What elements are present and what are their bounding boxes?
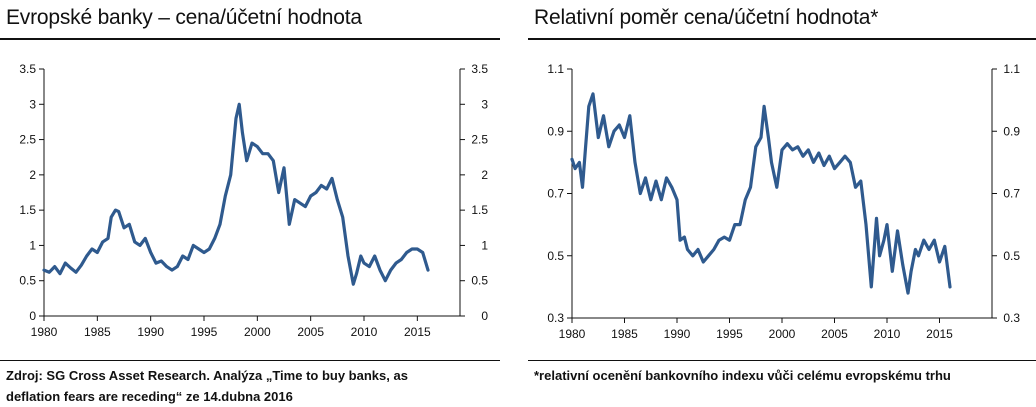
right-title-rule [528, 38, 1036, 40]
y-tick-label-left: 0.9 [547, 124, 564, 138]
y-tick-label-left: 3 [29, 97, 36, 111]
left-chart-plot: 0 0 0.5 0.5 1 1 1.5 1.5 2 2 2.5 2.5 3 3 3.5 3.5 1980 1985… [19, 62, 488, 339]
x-tick-label: 1995 [716, 327, 743, 341]
right-footnote: *relativní ocenění bankovního indexu vůč… [534, 365, 951, 386]
right-footnote-line1: *relativní ocenění bankovního indexu vůč… [534, 368, 951, 383]
y-tick-label-left: 2.5 [19, 133, 36, 147]
x-tick-label: 2005 [297, 325, 324, 339]
right-chart-title: Relativní poměr cena/účetní hodnota* [534, 6, 879, 29]
x-tick-label: 1985 [611, 327, 638, 341]
series-line [42, 102, 430, 286]
y-tick-label-right: 2.5 [471, 133, 488, 147]
y-tick-label-right: 0.7 [1003, 187, 1020, 201]
x-tick-label: 2010 [351, 325, 378, 339]
left-chart: 0 0 0.5 0.5 1 1 1.5 1.5 2 2 2.5 2.5 3 3 3.5 3.5 1980 1985… [19, 62, 488, 339]
x-tick-label: 1980 [31, 325, 58, 339]
x-tick-label: 1990 [664, 327, 691, 341]
y-tick-label-right: 0 [481, 309, 488, 323]
y-tick-label-left: 1.1 [547, 62, 564, 76]
y-tick-label-left: 2 [29, 168, 36, 182]
right-chart-plot: 0.3 0.3 0.5 0.5 0.7 0.7 0.9 0.9 1.1 1.1 1980 1985 19… [547, 62, 1020, 341]
x-tick-label: 1995 [191, 325, 218, 339]
y-tick-label-left: 0.5 [547, 249, 564, 263]
y-tick-label-left: 3.5 [19, 62, 36, 76]
x-tick-label: 2005 [821, 327, 848, 341]
left-source-note: Zdroj: SG Cross Asset Research. Analýza … [6, 365, 408, 407]
x-tick-label: 2000 [769, 327, 796, 341]
y-tick-label-right: 1 [481, 238, 488, 252]
y-tick-label-left: 1 [29, 238, 36, 252]
y-tick-label-left: 0.3 [547, 311, 564, 325]
left-source-line1: Zdroj: SG Cross Asset Research. Analýza … [6, 368, 408, 383]
left-title-rule [0, 38, 500, 40]
left-source-line2: deflation fears are receding“ ze 14.dubn… [6, 389, 293, 404]
y-tick-label-right: 0.5 [471, 274, 488, 288]
y-tick-label-right: 1.1 [1003, 62, 1020, 76]
right-chart: 0.3 0.3 0.5 0.5 0.7 0.7 0.9 0.9 1.1 1.1 1980 1985 19… [547, 62, 1020, 341]
right-footnote-rule [528, 360, 1036, 361]
y-tick-label-right: 1.5 [471, 203, 488, 217]
x-tick-label: 2015 [404, 325, 431, 339]
left-chart-title: Evropské banky – cena/účetní hodnota [6, 6, 362, 29]
x-tick-label: 1985 [84, 325, 111, 339]
y-tick-label-left: 0.5 [19, 274, 36, 288]
y-tick-label-right: 0.9 [1003, 124, 1020, 138]
y-tick-label-right: 2 [481, 168, 488, 182]
x-tick-label: 1990 [137, 325, 164, 339]
y-tick-label-right: 3 [481, 97, 488, 111]
y-tick-label-left: 1.5 [19, 203, 36, 217]
left-source-rule [0, 360, 500, 361]
x-tick-label: 2010 [874, 327, 901, 341]
y-tick-label-right: 0.3 [1003, 311, 1020, 325]
y-tick-label-right: 0.5 [1003, 249, 1020, 263]
y-tick-label-left: 0 [29, 309, 36, 323]
x-tick-label: 2000 [244, 325, 271, 339]
y-tick-label-left: 0.7 [547, 187, 564, 201]
x-tick-label: 1980 [559, 327, 586, 341]
x-tick-label: 2015 [926, 327, 953, 341]
series-line [570, 92, 952, 295]
y-tick-label-right: 3.5 [471, 62, 488, 76]
